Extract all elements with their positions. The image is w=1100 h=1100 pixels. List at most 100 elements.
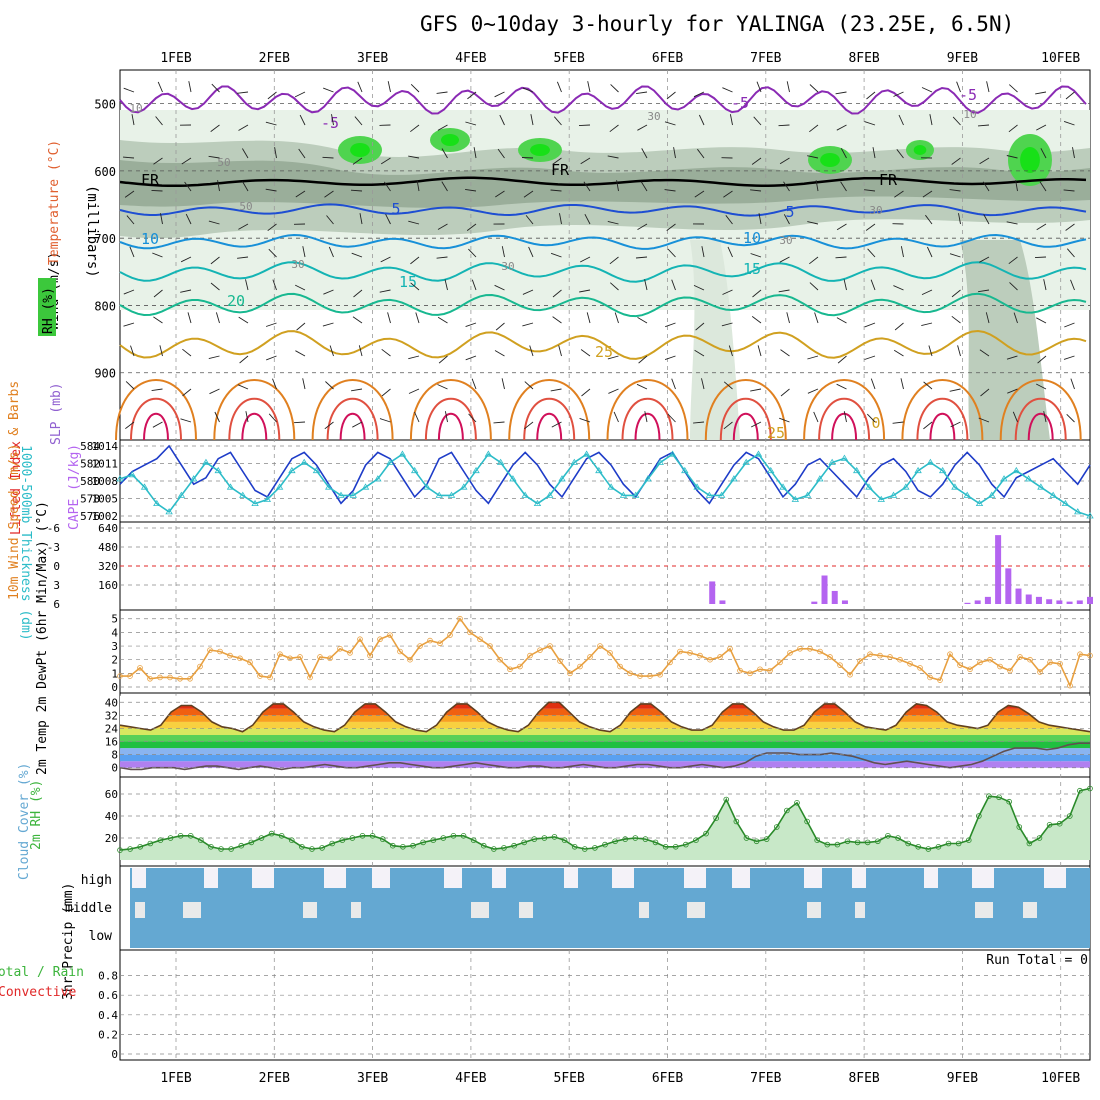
rh2m-series-point [501,845,507,851]
wind-barb [501,378,505,390]
wind-barb [152,252,163,258]
thickness-series-point [730,475,738,482]
wind-barb [637,317,648,324]
thickness-series-point [988,491,996,498]
cape-bar [831,590,838,604]
wind-speed-series-point [737,667,743,674]
contour-label: 15 [743,260,761,278]
wind-speed-series-point [927,674,933,681]
thickness-series-point [214,466,222,474]
thickness-series-point [275,483,284,490]
temp-bubble-mid-5 [621,397,674,441]
temp-bubble-inner-0 [143,412,169,441]
wind-barb [245,279,249,291]
wind-speed-series-point [327,655,333,662]
wind-barb [268,413,277,423]
wind-barb [1012,411,1018,423]
wind-barb [238,124,249,131]
thickness-series-point [668,450,677,457]
wind-barb [436,256,448,259]
slp-series-line [119,444,1091,505]
rh2m-tick: 40 [105,810,118,823]
cloud-clear-middle [471,902,489,918]
cloud-clear-high [132,868,146,888]
wind-speed-series-point [1007,667,1013,674]
cloud-clear-high [684,868,706,888]
wind-barb [1063,189,1075,192]
rh2m-series-point [1077,787,1083,794]
label-temperature: Temperature (°C) [47,140,62,265]
wind-barb [322,156,334,159]
wind-barb [840,181,847,192]
wind-barb [1065,91,1075,100]
wind-barb [352,316,363,324]
lifted-index-tick: -3 [47,541,60,554]
wind-barb [552,289,562,298]
date-label-bottom: 10FEB [1041,1071,1080,1086]
thickness-tick: 578 [80,493,100,506]
wind-speed-series-point [367,652,373,659]
thickness-series-point [361,483,370,490]
label-thickness: 1000-500mb Thickness (dm) [18,445,33,641]
thickness-series-point [742,458,750,465]
thickness-tick: 576 [80,510,100,523]
rh2m-series-point [935,843,942,850]
wind-barb [983,214,990,225]
precip-tick: 0.8 [98,970,118,983]
wind-speed-series-point [917,665,923,671]
lifted-index-tick: 3 [53,579,60,592]
wind-barb [693,284,705,291]
thickness-series-point [177,491,186,498]
date-label-bottom: 1FEB [160,1071,191,1086]
temp-band-20 [120,728,1090,735]
wind-barb [779,157,790,165]
cloud-clear-high [252,868,274,888]
thickness-series-point [239,491,247,498]
wind-barb [979,157,990,165]
label-cape: CAPE (J/kg) [67,444,82,530]
wind-barb [958,213,961,225]
chart-title: GFS 0~10day 3-hourly for YALINGA (23.25E… [420,12,1015,36]
rh2m-series-point [834,841,841,848]
contour-label: 30 [869,204,882,217]
wind-barb [723,190,733,198]
thickness-series-point [779,483,787,490]
wind-barb [468,413,477,423]
rh2m-series-point [228,846,234,852]
thickness-series-point [423,483,431,490]
wind-speed-series-point [1077,651,1083,658]
wind-speed-series-point [167,674,173,681]
wind-barb [123,87,135,93]
wind-barb [693,421,705,424]
cloud-clear-high [204,868,218,888]
cape-bar [1056,600,1063,604]
rh2m-series-point [925,846,932,852]
rh2m-series-point [723,796,730,803]
wind-barb [358,345,363,357]
cape-tick: 320 [98,560,118,573]
rh2m-series-point [460,832,467,839]
wind-barb [607,220,619,225]
wind-barb [928,345,933,357]
contour-label: -5 [959,86,977,104]
thickness-series-point [546,491,554,498]
thickness-series-point [914,466,922,474]
wind-barb [237,91,249,94]
wind-barb [949,253,961,258]
wind-speed-series-point [587,654,593,660]
rh2m-tick: 60 [105,788,118,801]
temp2m-tick: 16 [105,736,118,749]
wind-barb [694,349,705,357]
wind-speed-series-point [837,662,843,668]
wind-barb [242,181,249,192]
wind-barb [558,345,562,357]
wind-speed-series-point [427,637,433,644]
rh2m-series-point [137,843,144,850]
wind-barb [530,114,534,126]
rh2m-series-point [561,837,568,843]
rh2m-series-point [854,839,861,846]
wind-barb [750,253,762,258]
wind-barb [408,388,420,394]
wind-barb [353,289,363,298]
thickness-series-point [116,475,124,482]
